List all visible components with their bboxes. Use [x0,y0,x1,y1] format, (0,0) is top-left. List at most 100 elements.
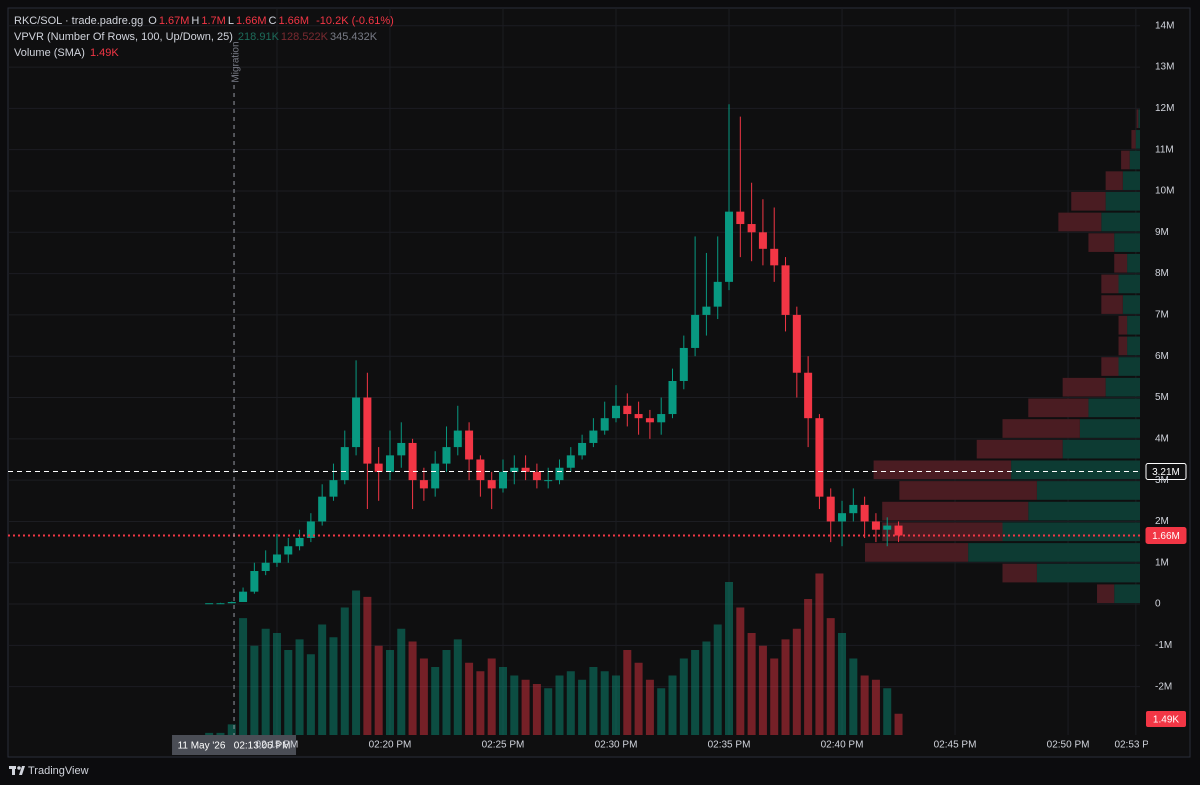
profile-down [1088,233,1115,252]
profile-down [873,460,1012,480]
candle-body [634,414,643,419]
profile-up [1135,130,1140,149]
candle-body [419,480,428,489]
profile-down [1101,274,1119,294]
volume-row: Volume (SMA) 1.49K [14,45,396,61]
candle-body [747,224,756,233]
profile-down [1121,150,1130,170]
volume-bar [736,607,745,735]
candle-body [239,591,248,602]
profile-up [1088,398,1140,418]
candle-body [612,405,621,419]
y-tick-label: -2M [1155,681,1172,692]
candle-body [385,455,394,472]
profile-up [1101,212,1140,232]
profile-up [1122,295,1140,314]
volume-bar [600,671,609,735]
volume-bar [352,590,361,735]
candle-body [894,525,903,536]
symbol-row: RKC/SOL · trade.padre.gg O 1.67M H 1.7M L 1.6… [14,13,396,29]
crosshair-box [172,735,297,755]
profile-up [1079,419,1140,438]
volume-bar [871,679,880,735]
price-label: 3.21M [1152,467,1180,478]
ohlc: O 1.67M H 1.7M L 1.66M C 1.66M [148,15,311,27]
y-tick-label: 2M [1155,516,1169,527]
volume-bar [284,650,293,735]
profile-up [968,543,1140,562]
candle-body [487,480,496,489]
volume-bar [329,637,338,735]
candle-body [498,471,507,489]
volume-bar [385,650,394,735]
candle-body [871,521,880,530]
volume-bar [453,639,462,735]
volume-bar [216,732,225,735]
profile-up [1105,191,1140,211]
x-tick-label: 02:20 PM [369,740,412,751]
y-tick-label: 10M [1155,186,1174,197]
volume-bar [645,679,654,735]
candle-body [555,467,564,481]
x-tick-label: 02:53 PM [1114,740,1157,751]
candle-body [352,397,361,448]
profile-down [1118,336,1128,356]
volume-bar [657,688,666,735]
profile-up [1138,109,1140,129]
y-tick-label: 8M [1155,268,1169,279]
candle-body [295,537,304,547]
candle-body [781,265,790,315]
volume-bar [612,675,621,735]
volume-bar [702,641,711,735]
volume-bar [691,650,700,735]
y-tick-label: 5M [1155,392,1169,403]
profile-up [1118,274,1140,294]
profile-up [1002,522,1140,542]
ohlc-label: O [148,15,157,27]
volume-bar [363,596,372,735]
x-tick-label: 02:40 PM [821,740,864,751]
candle-body [465,430,474,460]
candle-body [883,525,892,530]
x-tick-label: 02:50 PM [1047,740,1090,751]
candle-body [804,372,813,419]
profile-down [865,543,969,562]
candle-body [589,430,598,443]
y-tick-label: 9M [1155,227,1169,238]
volume-bar [498,667,507,735]
profile-down [882,501,1029,521]
profile-up [1011,460,1140,480]
volume-name: Volume (SMA) [14,47,85,59]
volume-bar [510,675,519,735]
ohlc-value: 1.66M [235,15,267,27]
candle-body [736,211,745,225]
volume-bar [860,675,869,735]
profile-down [899,481,1037,500]
volume-bar [306,654,315,735]
volume-bar [408,641,417,735]
candle-body [600,418,609,431]
volume-sma-label: 1.49K [1153,715,1179,726]
volume-bar [544,688,553,735]
candle-body [306,521,315,538]
ohlc-value: 1.66M [278,15,310,27]
candle-body [250,571,259,592]
volume-bar [295,639,304,735]
candle-body [532,471,541,481]
candle-body [216,603,225,605]
volume-bar [340,607,349,735]
volume-bar [713,624,722,735]
profile-down [1028,398,1089,418]
candle-body [657,414,666,423]
y-tick-label: 14M [1155,20,1174,31]
profile-down [1071,191,1106,211]
volume-bar [792,628,801,735]
volume-bar [318,624,327,735]
x-tick-label: 02:30 PM [595,740,638,751]
profile-down [1114,253,1128,273]
volume-bar [532,684,541,735]
candle-body [758,232,767,249]
change: -10.2K (-0.61%) [316,15,394,27]
candle-body [442,447,451,464]
